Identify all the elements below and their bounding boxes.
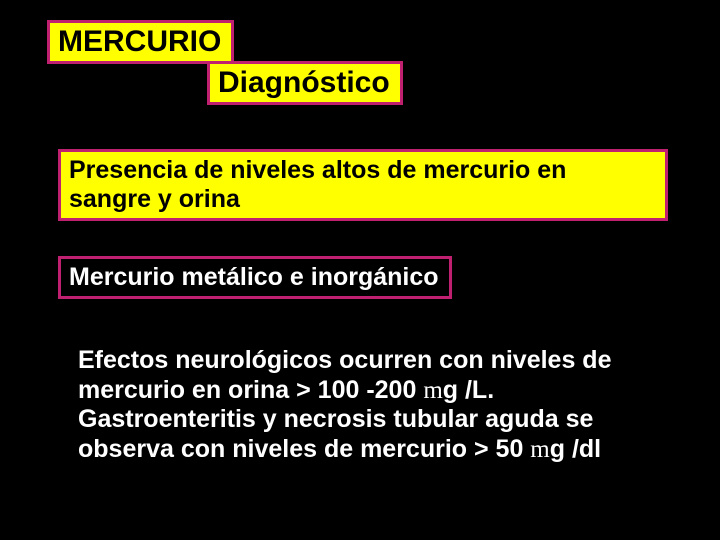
- body-unit1-rest: g /L.: [443, 376, 494, 404]
- highlight-box: Presencia de niveles altos de mercurio e…: [58, 149, 668, 221]
- title-mercurio: MERCURIO: [47, 20, 234, 64]
- body-unit2-rest: g /dl: [550, 435, 601, 463]
- micro-symbol-1: m: [423, 377, 442, 404]
- subheader-box: Mercurio metálico e inorgánico: [58, 256, 452, 299]
- body-paragraph: Efectos neurológicos ocurren con niveles…: [78, 346, 673, 464]
- micro-symbol-2: m: [530, 436, 549, 463]
- body-text-part1: Efectos neurológicos ocurren con niveles…: [78, 346, 611, 404]
- title-diagnostico: Diagnóstico: [207, 61, 403, 105]
- body-text-part2: Gastroenteritis y necrosis tubular aguda…: [78, 405, 593, 463]
